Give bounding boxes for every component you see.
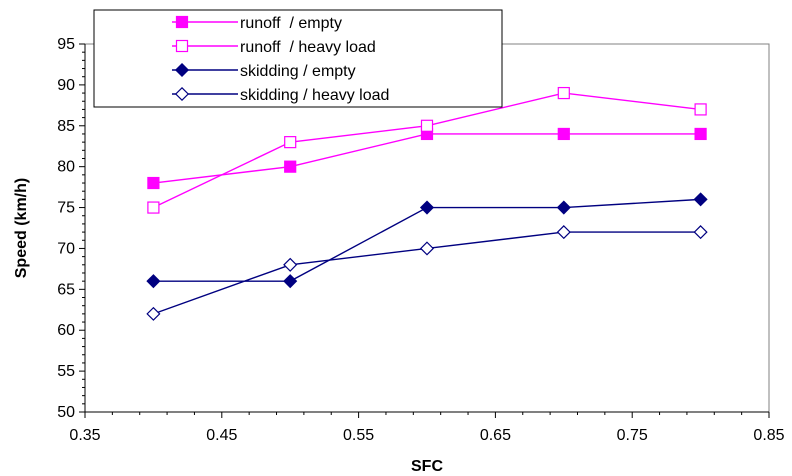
x-tick-label: 0.55	[343, 427, 374, 444]
y-tick-label: 85	[57, 118, 75, 135]
x-axis-title: SFC	[411, 458, 443, 475]
legend-marker	[174, 86, 190, 102]
legend-label: skidding / empty	[240, 63, 356, 80]
data-point	[556, 200, 571, 215]
legend-label: runoff / empty	[240, 15, 342, 32]
data-point	[693, 192, 708, 207]
y-tick-label: 50	[57, 404, 75, 421]
data-point	[556, 225, 571, 240]
legend-entry-2: runoff / heavy load	[172, 39, 376, 56]
legend-label: runoff / heavy load	[240, 39, 376, 56]
legend-label: skidding / heavy load	[240, 87, 389, 104]
series-1	[147, 127, 707, 190]
data-point	[146, 306, 161, 321]
legend-box	[93, 9, 503, 108]
data-point	[147, 201, 160, 214]
x-tick-label: 0.45	[206, 427, 237, 444]
axes: 50 55 60 65 70 75 80 85 90 95 0.35 0.45 0.55 0.65 0.75…	[57, 36, 784, 444]
data-point	[419, 200, 435, 215]
series-layer	[146, 86, 708, 321]
data-point	[694, 127, 707, 141]
y-tick-label: 90	[57, 77, 75, 94]
legend: runoff / empty runoff / heavy load skiddin…	[93, 9, 503, 108]
y-tick-label: 55	[57, 363, 75, 380]
data-point	[147, 176, 160, 190]
data-point	[146, 274, 161, 289]
y-tick-label: 95	[57, 36, 75, 53]
legend-marker	[174, 62, 190, 78]
x-tick-label: 0.85	[753, 427, 784, 444]
y-tick-label: 60	[57, 322, 75, 339]
legend-entry-1: runoff / empty	[172, 15, 342, 32]
data-point	[284, 136, 297, 149]
y-axis-title: Speed (km/h)	[13, 178, 30, 278]
data-point	[283, 257, 298, 272]
data-point	[557, 127, 570, 141]
x-tick-label: 0.75	[617, 427, 648, 444]
legend-entry-3: skidding / empty	[172, 62, 356, 80]
data-point	[283, 274, 298, 289]
data-point	[419, 241, 435, 256]
y-tick-label: 70	[57, 240, 75, 257]
y-tick-label: 75	[57, 200, 75, 217]
legend-marker	[175, 15, 189, 29]
series-2	[147, 86, 707, 214]
data-point	[693, 225, 708, 240]
data-point	[420, 119, 434, 132]
legend-entry-4: skidding / heavy load	[172, 86, 389, 104]
series-4	[146, 225, 708, 321]
data-point	[694, 103, 707, 116]
data-point	[284, 160, 297, 173]
legend-marker	[175, 39, 189, 53]
x-tick-label: 0.35	[69, 427, 100, 444]
data-point	[557, 86, 570, 100]
y-tick-label: 80	[57, 159, 75, 176]
y-tick-label: 65	[57, 281, 75, 298]
x-tick-label: 0.65	[480, 427, 511, 444]
